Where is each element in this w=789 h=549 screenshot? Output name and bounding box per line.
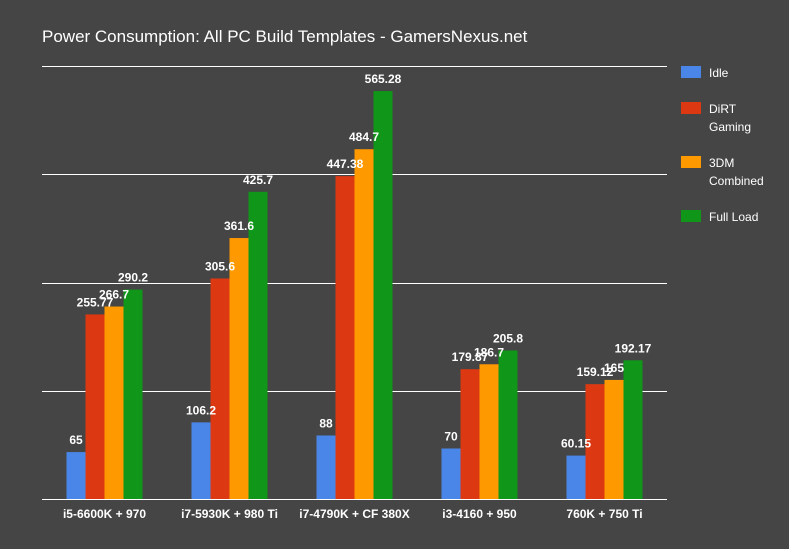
bar-idle xyxy=(66,452,86,499)
category-tick-label: i5-6600K + 970 xyxy=(63,507,146,521)
data-label: 70 xyxy=(444,429,458,443)
legend-label: Full Load xyxy=(709,210,758,224)
legend-label: Idle xyxy=(709,66,729,80)
bar-dirt-gaming xyxy=(585,384,605,499)
data-label: 60.15 xyxy=(561,437,591,451)
bar-dirt-gaming xyxy=(85,314,105,499)
data-label: 447.38 xyxy=(327,157,364,171)
bar-3dm-combined xyxy=(229,238,249,499)
bar-full-load xyxy=(498,350,518,499)
bar-idle xyxy=(441,448,461,499)
category-tick-labels: i5-6600K + 970 i7-5930K + 980 Ti i7-4790K … xyxy=(63,507,643,521)
legend-label: 3DM xyxy=(709,156,734,170)
bar-idle xyxy=(191,422,211,499)
legend-label: Combined xyxy=(709,174,764,188)
data-label: 192.17 xyxy=(615,341,652,355)
bar-full-load xyxy=(248,191,268,499)
bars xyxy=(66,91,643,500)
data-label: 484.7 xyxy=(349,130,379,144)
bar-3dm-combined xyxy=(604,379,624,499)
bar-full-load xyxy=(373,91,393,499)
data-label: 186.7 xyxy=(474,345,504,359)
category-tick-label: i7-4790K + CF 380X xyxy=(299,507,409,521)
legend-label: Gaming xyxy=(709,120,751,134)
data-label: 425.7 xyxy=(243,173,273,187)
data-label: 305.6 xyxy=(205,259,235,273)
bar-full-load xyxy=(623,360,643,499)
chart-title: Power Consumption: All PC Build Template… xyxy=(42,27,528,46)
data-label: 179.87 xyxy=(452,350,489,364)
category-tick-label: i7-5930K + 980 Ti xyxy=(181,507,278,521)
data-label: 361.6 xyxy=(224,219,254,233)
data-label: 565.28 xyxy=(365,72,402,86)
bar-3dm-combined xyxy=(479,364,499,499)
legend-swatch xyxy=(681,156,701,168)
bar-dirt-gaming xyxy=(335,176,355,500)
category-tick-label: i3-4160 + 950 xyxy=(442,507,517,521)
data-label: 88 xyxy=(319,416,333,430)
bar-dirt-gaming xyxy=(210,278,230,499)
legend-swatch xyxy=(681,102,701,114)
bar-3dm-combined xyxy=(104,306,124,499)
bar-idle xyxy=(566,455,586,499)
data-label: 205.8 xyxy=(493,331,523,345)
bar-full-load xyxy=(123,289,143,499)
legend: Idle DiRT Gaming 3DM Combined Full Load xyxy=(681,66,764,224)
legend-swatch xyxy=(681,66,701,78)
bar-dirt-gaming xyxy=(460,369,480,499)
data-label: 266.7 xyxy=(99,288,129,302)
category-tick-label: 760K + 750 Ti xyxy=(566,507,642,521)
data-label: 255.77 xyxy=(77,295,114,309)
bar-idle xyxy=(316,435,336,499)
bar-3dm-combined xyxy=(354,149,374,499)
data-label: 165 xyxy=(604,361,624,375)
data-label: 65 xyxy=(69,433,83,447)
data-label: 290.2 xyxy=(118,271,148,285)
data-label: 106.2 xyxy=(186,403,216,417)
legend-swatch xyxy=(681,210,701,222)
legend-label: DiRT xyxy=(709,102,737,116)
data-label: 159.12 xyxy=(577,365,614,379)
